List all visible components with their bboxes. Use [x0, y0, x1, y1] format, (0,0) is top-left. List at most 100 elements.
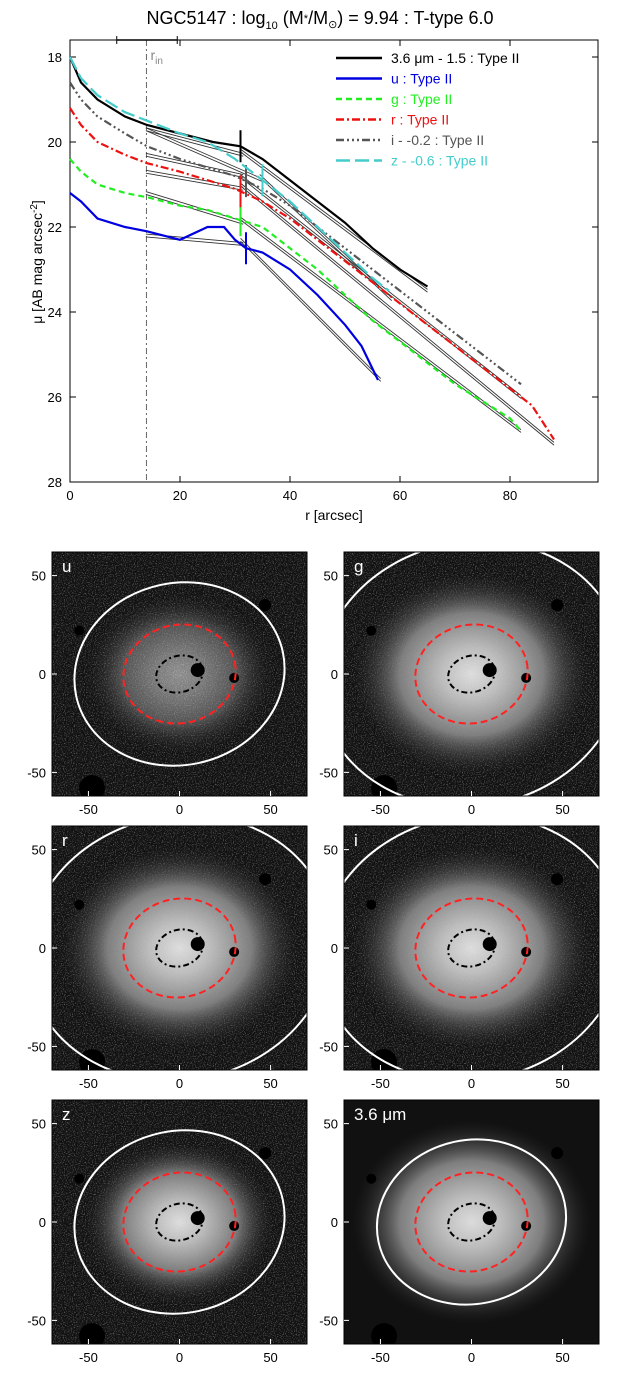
- masked-source: [259, 1147, 272, 1160]
- legend-entry: r : Type II: [391, 112, 449, 128]
- y-axis-label: μ [AB mag arcsec-2]: [29, 200, 45, 324]
- fit-lines: [145, 127, 555, 446]
- series-line: [69, 56, 390, 292]
- y-tick-label: 26: [48, 390, 62, 405]
- galaxy-glow: [351, 572, 592, 776]
- y-axis: 18 20 22 24 26 28: [48, 50, 598, 490]
- image-panel: g -50 0 50 -50 0 50: [319, 551, 600, 817]
- series-line: [69, 81, 522, 386]
- break-ellipse: [414, 623, 529, 725]
- break-ellipse: [122, 897, 237, 999]
- galaxy-glow: [351, 1120, 592, 1324]
- image-panel: i -50 0 50 -50 0 50: [319, 825, 600, 1091]
- panel-image: [344, 1100, 599, 1344]
- inner-ellipse: [155, 654, 204, 694]
- masked-source: [79, 1323, 106, 1344]
- panel-y-tick-label: 50: [32, 1117, 46, 1132]
- r-in-label-sub: in: [155, 56, 163, 67]
- masked-source: [259, 599, 272, 612]
- panel-y-tick-label: 0: [331, 667, 338, 682]
- panel-x-tick-label: 0: [468, 1350, 475, 1365]
- y-tick-label: 22: [48, 220, 62, 235]
- fit-line: [145, 127, 244, 154]
- panel-x-tick-label: 50: [263, 802, 277, 817]
- x-tick-label: 40: [283, 488, 297, 503]
- panel-x-tick-label: -50: [371, 802, 390, 817]
- panel-image: [52, 826, 307, 1070]
- fit-line: [240, 182, 555, 443]
- panel-y-tick-label: 0: [39, 1215, 46, 1230]
- panel-y-tick-label: 50: [324, 569, 338, 584]
- band-label: u: [62, 557, 71, 576]
- panel-y-tick-label: 50: [32, 569, 46, 584]
- panel-y-tick-label: 0: [331, 1215, 338, 1230]
- galaxy-glow: [59, 846, 300, 1050]
- fit-line: [145, 236, 244, 246]
- panel-y-tick-label: 0: [331, 941, 338, 956]
- fit-line: [240, 238, 382, 379]
- panel-x-tick-label: 50: [555, 802, 569, 817]
- profile-chart: NGC5147 : log10 (M*/M⊙) = 9.94 : T-type …: [29, 8, 599, 523]
- panel-y-tick-label: 50: [32, 843, 46, 858]
- panel-x-tick-label: 0: [468, 1076, 475, 1091]
- outer-ellipse: [73, 1129, 286, 1315]
- fit-line: [240, 240, 382, 382]
- panel-y-tick-label: 0: [39, 667, 46, 682]
- image-panel: r -50 0 50 -50 0 50: [27, 825, 308, 1091]
- x-axis: 0 20 40 60 80: [66, 40, 517, 503]
- masked-source: [366, 1173, 377, 1184]
- series-line: [69, 158, 522, 432]
- panel-y-tick-label: -50: [319, 765, 338, 780]
- x-tick-label: 0: [66, 488, 73, 503]
- panel-x-tick-label: -50: [79, 1350, 98, 1365]
- y-tick-label: 20: [48, 135, 62, 150]
- r-in-label-main: r: [150, 47, 155, 63]
- panel-y-tick-label: -50: [27, 1039, 46, 1054]
- panel-y-tick-label: 50: [324, 843, 338, 858]
- fit-line: [145, 193, 244, 225]
- masked-source: [366, 899, 377, 910]
- inner-ellipse: [155, 928, 204, 968]
- panel-x-tick-label: 0: [468, 802, 475, 817]
- panel-image: [344, 552, 599, 796]
- image-panel: u -50 0 50 -50 0 50: [27, 551, 308, 817]
- break-ellipse: [122, 1171, 237, 1273]
- chart-title: NGC5147 : log10 (M*/M⊙) = 9.94 : T-type …: [146, 8, 493, 32]
- masked-source: [74, 625, 85, 636]
- panel-x-tick-label: 50: [555, 1076, 569, 1091]
- panel-y-tick-label: -50: [319, 1313, 338, 1328]
- panel-y-tick-label: 50: [324, 1117, 338, 1132]
- band-label: z: [62, 1105, 71, 1124]
- fit-line: [145, 169, 244, 188]
- fit-line: [145, 130, 263, 183]
- legend-entry: 3.6 μm - 1.5 : Type II: [391, 50, 519, 66]
- legend-entry: u : Type II: [391, 71, 452, 87]
- galaxy-glow: [84, 1141, 275, 1303]
- panel-x-tick-label: 50: [555, 1350, 569, 1365]
- panel-x-tick-label: -50: [371, 1076, 390, 1091]
- masked-source: [551, 1147, 564, 1160]
- masked-source: [366, 625, 377, 636]
- panel-x-tick-label: 50: [263, 1076, 277, 1091]
- panel-x-tick-label: -50: [79, 1076, 98, 1091]
- band-label: r: [62, 831, 68, 850]
- panel-x-tick-label: -50: [79, 802, 98, 817]
- panel-x-tick-label: 50: [263, 1350, 277, 1365]
- fit-line: [240, 216, 522, 430]
- inner-ellipse: [447, 654, 496, 694]
- panel-x-tick-label: 0: [176, 802, 183, 817]
- outer-ellipse: [375, 1138, 568, 1306]
- band-label: g: [354, 557, 363, 576]
- legend-entry: g : Type II: [391, 91, 452, 107]
- fit-line: [240, 185, 555, 446]
- panel-x-tick-label: -50: [371, 1350, 390, 1365]
- galaxy-glow: [84, 593, 275, 755]
- inner-ellipse: [155, 1202, 204, 1242]
- x-tick-label: 60: [393, 488, 407, 503]
- image-panel: z -50 0 50 -50 0 50: [27, 1099, 308, 1365]
- r-in-label: rin: [150, 47, 162, 67]
- masked-source: [79, 775, 106, 796]
- panel-y-tick-label: -50: [27, 1313, 46, 1328]
- masked-source: [259, 873, 272, 886]
